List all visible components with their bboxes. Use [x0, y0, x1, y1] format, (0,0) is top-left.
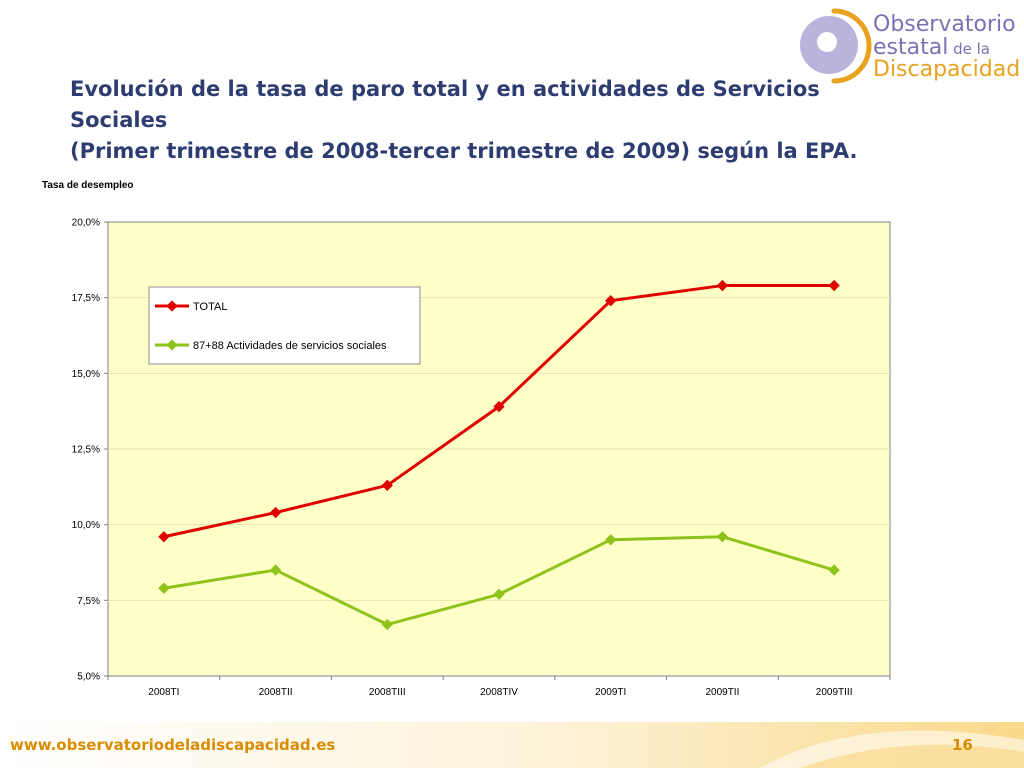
- logo-text-discapacidad: Discapacidad: [873, 57, 1021, 82]
- logo-text-observatorio: Observatorio: [873, 12, 1016, 37]
- x-tick-label: 2009TII: [705, 687, 739, 698]
- y-tick-label: 17,5%: [72, 293, 100, 304]
- legend-marker-social: [166, 339, 178, 351]
- series-social-point: [381, 618, 393, 631]
- observatorio-logo: [800, 8, 872, 84]
- series-social-point: [716, 531, 729, 543]
- x-tick-label: 2009TIII: [816, 687, 853, 698]
- series-total-point: [381, 479, 393, 491]
- chart-legend: TOTAL 87+88 Actividades de servicios soc…: [148, 286, 421, 365]
- slide-footer: www.observatoriodeladiscapacidad.es 16: [0, 722, 1024, 768]
- x-tick-label: 2008TII: [259, 687, 293, 698]
- series-total-point: [269, 506, 282, 519]
- logo-text-estatal: estatal de la: [873, 37, 990, 59]
- legend-box: [148, 286, 421, 365]
- series-social-point: [269, 564, 282, 576]
- y-tick-label: 7,5%: [77, 596, 100, 607]
- y-tick-label: 20,0%: [72, 218, 100, 229]
- series-total-point: [493, 400, 505, 413]
- x-tick-label: 2009TI: [595, 687, 626, 698]
- series-total-point: [716, 279, 729, 292]
- y-tick-label: 15,0%: [72, 369, 100, 380]
- y-axis-label: Tasa de desempleo: [42, 180, 134, 191]
- logo-text-estatal-main: estatal: [873, 35, 949, 60]
- footer-swoosh-decoration: [760, 730, 1024, 768]
- y-tick-label: 10,0%: [72, 520, 100, 531]
- slide-title: Evolución de la tasa de paro total y en …: [70, 74, 920, 167]
- series-social-point: [158, 582, 170, 594]
- x-tick-label: 2008TIV: [480, 687, 518, 698]
- page-number: 16: [952, 736, 973, 754]
- y-tick-label: 12,5%: [72, 445, 100, 456]
- logo-arc: [831, 8, 872, 84]
- legend-label-social: 87+88 Actividades de servicios sociales: [193, 340, 387, 352]
- series-social-point: [493, 588, 505, 600]
- logo-text-de-la: de la: [948, 40, 990, 58]
- series-total-point: [828, 279, 840, 292]
- x-tick-label: 2008TIII: [369, 687, 406, 698]
- unemployment-line-chart: Tasa de desempleo 5,0% 7,5% 10,0% 12,5% 15,0…: [42, 180, 891, 698]
- x-tick-label: 2008TI: [148, 687, 179, 698]
- series-total-point: [158, 531, 170, 543]
- logo-dot: [817, 32, 837, 52]
- series-social-point: [828, 564, 840, 576]
- slide-title-line2: (Primer trimestre de 2008-tercer trimest…: [70, 139, 858, 163]
- legend-label-total: TOTAL: [193, 301, 227, 313]
- legend-marker-total: [166, 300, 178, 312]
- y-tick-label: 5,0%: [77, 672, 100, 683]
- series-social-point: [605, 534, 617, 546]
- series-total-point: [605, 295, 617, 307]
- slide-title-line1: Evolución de la tasa de paro total y en …: [70, 77, 820, 132]
- footer-website-link[interactable]: www.observatoriodeladiscapacidad.es: [10, 736, 336, 754]
